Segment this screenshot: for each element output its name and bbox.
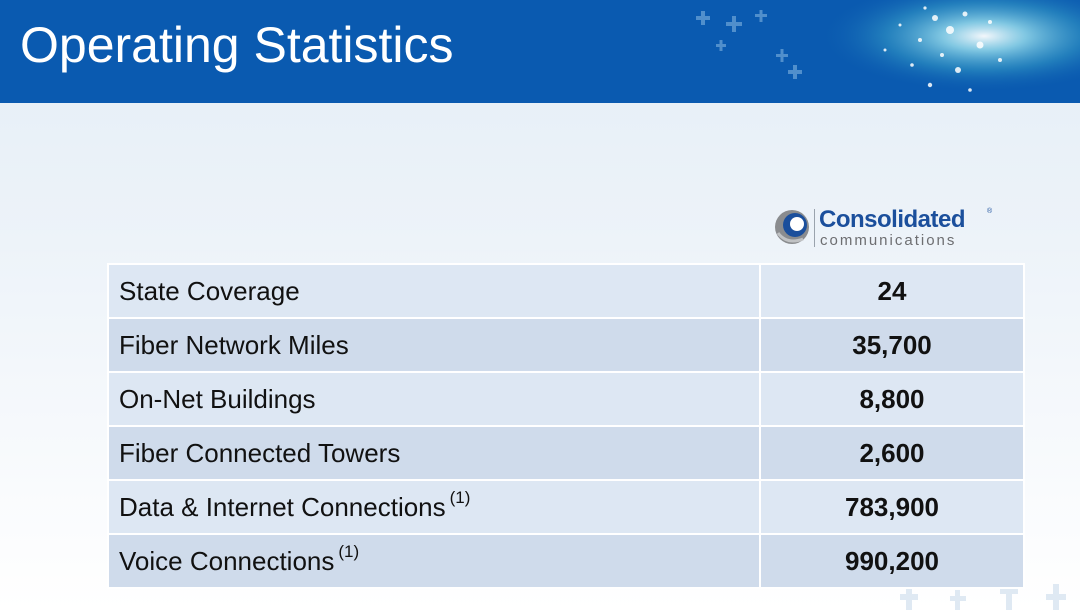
row-value: 990,200 bbox=[759, 533, 1025, 589]
logo-swirl-icon bbox=[775, 210, 809, 244]
table-row: On-Net Buildings 8,800 bbox=[107, 371, 1025, 427]
company-logo: Consolidated ® communications bbox=[773, 205, 1003, 251]
row-label: State Coverage bbox=[107, 263, 761, 319]
table-row: Voice Connections (1) 990,200 bbox=[107, 533, 1025, 589]
row-value: 2,600 bbox=[759, 425, 1025, 481]
logo-divider bbox=[814, 209, 815, 247]
logo-brand-text: Consolidated bbox=[819, 206, 966, 233]
row-label: Fiber Connected Towers bbox=[107, 425, 761, 481]
logo-sub-text: communications bbox=[820, 232, 957, 249]
row-value: 24 bbox=[759, 263, 1025, 319]
operating-statistics-table: State Coverage 24 Fiber Network Miles 35… bbox=[107, 263, 1025, 589]
table-row: Data & Internet Connections (1) 783,900 bbox=[107, 479, 1025, 535]
footnote-marker: (1) bbox=[449, 487, 471, 507]
row-label: Voice Connections (1) bbox=[107, 533, 761, 589]
title-bar: Operating Statistics bbox=[0, 0, 1080, 103]
row-value: 35,700 bbox=[759, 317, 1025, 373]
table-row: Fiber Network Miles 35,700 bbox=[107, 317, 1025, 373]
row-value: 783,900 bbox=[759, 479, 1025, 535]
slide-title: Operating Statistics bbox=[20, 17, 454, 73]
row-label: Fiber Network Miles bbox=[107, 317, 761, 373]
fiber-optic-decoration bbox=[696, 0, 1080, 103]
row-value: 8,800 bbox=[759, 371, 1025, 427]
registered-mark: ® bbox=[987, 208, 993, 215]
table-row: Fiber Connected Towers 2,600 bbox=[107, 425, 1025, 481]
table-row: State Coverage 24 bbox=[107, 263, 1025, 319]
row-label: On-Net Buildings bbox=[107, 371, 761, 427]
footnote-marker: (1) bbox=[338, 541, 360, 561]
row-label: Data & Internet Connections (1) bbox=[107, 479, 761, 535]
corner-decoration bbox=[900, 580, 1066, 610]
